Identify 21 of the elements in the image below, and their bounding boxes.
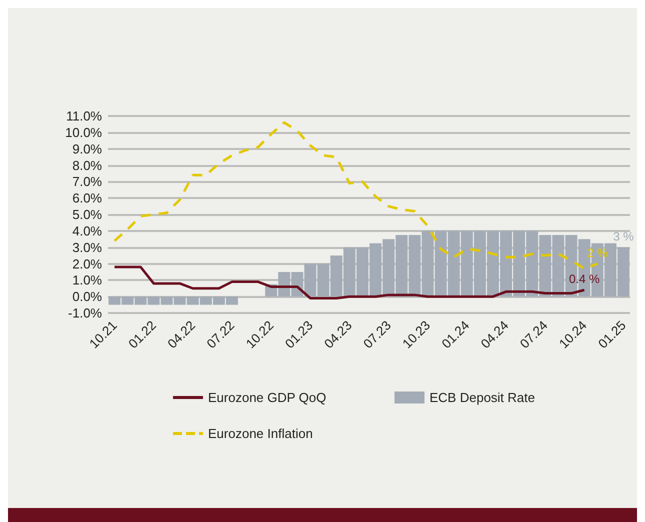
y-tick-label: -1.0%	[68, 306, 102, 320]
data-label: 2 %	[587, 246, 608, 260]
y-tick-label: 5.0%	[72, 207, 102, 222]
line-series	[113, 121, 599, 270]
legend-label: Eurozone GDP QoQ	[208, 390, 326, 405]
y-tick-label: 1.0%	[72, 272, 102, 288]
y-tick-label: 8.0%	[72, 158, 102, 173]
legend-label: Eurozone Inflation	[208, 426, 313, 441]
y-tick-label: 11.0%	[66, 108, 102, 124]
data-label: 0.4 %	[568, 272, 600, 286]
legend-label: ECB Deposit Rate	[430, 390, 535, 405]
y-tick-label: 0.0%	[72, 289, 102, 304]
y-tick-label: 3.0%	[72, 240, 102, 255]
y-tick-label: 7.0%	[72, 174, 102, 190]
y-tick-label: 2.0%	[72, 256, 102, 272]
y-tick-label: 9.0%	[72, 141, 102, 156]
line-series	[113, 266, 586, 300]
data-label: 3 %	[613, 229, 634, 244]
y-tick-label: 4.0%	[72, 223, 102, 238]
y-tick-label: 10.0%	[65, 124, 102, 140]
y-tick-label: 6.0%	[72, 190, 102, 206]
